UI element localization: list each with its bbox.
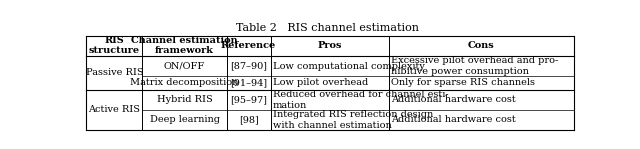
- Text: [95–97]: [95–97]: [230, 95, 267, 104]
- Text: Deep learning: Deep learning: [150, 115, 220, 124]
- Text: Hybrid RIS: Hybrid RIS: [157, 95, 212, 104]
- Text: Low computational complexity: Low computational complexity: [273, 62, 424, 70]
- Text: Channel estimation
framework: Channel estimation framework: [131, 36, 238, 55]
- Text: [98]: [98]: [239, 115, 259, 124]
- Text: Low pilot overhead: Low pilot overhead: [273, 78, 368, 87]
- Text: Active RIS: Active RIS: [88, 105, 140, 114]
- Text: Additional hardware cost: Additional hardware cost: [392, 115, 516, 124]
- Text: Additional hardware cost: Additional hardware cost: [392, 95, 516, 104]
- Text: Passive RIS: Passive RIS: [86, 68, 143, 77]
- Text: [87–90]: [87–90]: [230, 62, 267, 70]
- Text: Reference: Reference: [221, 41, 276, 50]
- Text: Table 2   RIS channel estimation: Table 2 RIS channel estimation: [237, 23, 419, 33]
- Text: RIS
structure: RIS structure: [89, 36, 140, 55]
- Text: [91–94]: [91–94]: [230, 78, 268, 87]
- Text: Reduced overhead for channel esti-
mation: Reduced overhead for channel esti- matio…: [273, 90, 448, 110]
- Text: ON/OFF: ON/OFF: [164, 62, 205, 70]
- Text: Cons: Cons: [468, 41, 495, 50]
- Text: Pros: Pros: [317, 41, 342, 50]
- Text: Excessive pilot overhead and pro-
hibitive power consumption: Excessive pilot overhead and pro- hibiti…: [392, 56, 559, 76]
- Text: Matrix decomposition: Matrix decomposition: [131, 78, 239, 87]
- Text: Only for sparse RIS channels: Only for sparse RIS channels: [392, 78, 536, 87]
- Text: Integrated RIS reflection design
with channel estimation: Integrated RIS reflection design with ch…: [273, 110, 433, 130]
